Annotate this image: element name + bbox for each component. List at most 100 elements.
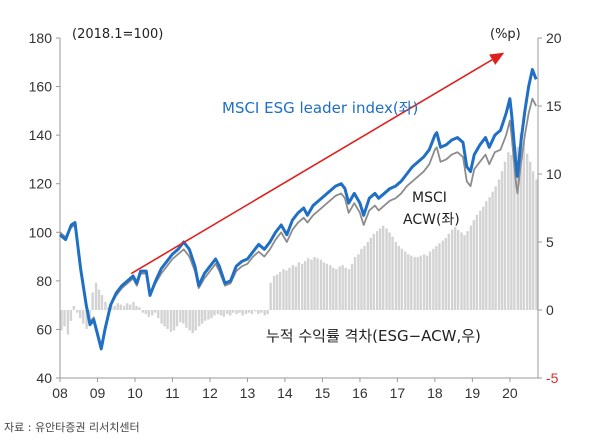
gap-bar-117 [425,255,429,310]
gap-bar-43 [194,310,197,331]
acwi-series-label-line2: ACW(좌) [403,212,460,228]
left-unit-label: (2018.1=100) [72,27,163,42]
gap-bar-105 [388,232,391,310]
gap-bar-143 [507,152,510,310]
gap-bar-59 [244,310,248,315]
gap-bar-4 [72,305,76,310]
gap-bar-55 [232,310,235,313]
y-left-axis: 180 160 140 120 100 80 60 40 [29,30,60,386]
gap-bar-141 [500,171,504,310]
gap-bar-98 [366,242,369,310]
x-tick-label-12: 12 [202,385,218,401]
gap-series-label: 누적 수익률 격차(ESG−ACW,우) [266,327,481,345]
y-right-tick-label--5: -5 [546,370,559,386]
gap-bar-47 [207,310,210,320]
gap-bar-74 [291,265,295,310]
gap-bar-1 [63,310,66,327]
gap-bar-138 [491,191,494,310]
gap-bar-35 [169,310,173,332]
x-axis-ticks: 08 09 10 11 12 13 14 15 16 17 18 19 20 [52,378,518,401]
gap-bar-81 [313,256,316,310]
x-tick-label-19: 19 [465,385,481,401]
gap-bar-108 [397,246,401,310]
gap-bar-73 [288,267,291,310]
gap-bar-129 [463,235,466,310]
gap-bar-126 [453,227,457,310]
gap-bar-136 [485,201,488,310]
y-left-tick-label-160: 160 [29,79,53,95]
gap-bar-12 [97,289,101,310]
y-right-tick-label-10: 10 [546,166,562,182]
gap-bar-78 [303,261,307,310]
gap-bar-79 [306,258,310,310]
y-left-tick-label-60: 60 [36,321,52,337]
gap-bar-125 [450,229,454,310]
esg-vs-acwi-chart: 08 09 10 11 12 13 14 15 16 17 18 19 20 1801601401201… [29,27,562,401]
gap-bar-75 [294,266,298,310]
x-tick-label-09: 09 [90,385,106,401]
gap-bar-103 [381,225,385,310]
gap-bar-57 [238,310,241,313]
y-right-tick-label-20: 20 [546,30,562,46]
gap-bar-120 [435,246,438,310]
gap-bar-134 [479,210,482,310]
gap-bar-148 [522,142,525,310]
gap-bar-101 [375,231,379,310]
gap-bar-152 [535,179,538,310]
y-left-tick-label-40: 40 [36,370,52,386]
gap-bar-112 [410,255,413,310]
gap-bar-121 [438,243,441,310]
x-tick-label-13: 13 [240,385,256,401]
gap-bar-113 [413,256,416,310]
gap-bar-145 [513,163,516,310]
gap-bar-41 [188,310,191,331]
right-unit-label: (%p) [490,27,521,42]
gap-bar-37 [175,310,179,327]
gap-bar-96 [360,248,363,310]
acwi-series [59,97,537,348]
x-tick-label-14: 14 [277,385,293,401]
gap-bar-50 [216,310,220,315]
gap-bar-92 [347,269,351,310]
gap-bar-44 [197,310,201,327]
gap-bar-107 [394,242,398,310]
gap-bar-67 [269,282,272,310]
gap-bar-135 [482,206,485,310]
gap-bar-150 [528,161,532,310]
y-left-tick-label-100: 100 [29,224,53,240]
gap-bar-137 [488,197,491,310]
y-left-tick-label-140: 140 [29,127,53,143]
gap-bar-146 [516,146,519,310]
gap-bar-60 [247,310,251,313]
gap-bar-64 [260,310,263,313]
gap-bars [60,133,538,335]
gap-bar-90 [341,265,344,310]
x-tick-label-20: 20 [502,385,518,401]
gap-bar-14 [104,301,107,310]
gap-bar-22 [128,304,132,310]
gap-bar-31 [157,310,160,319]
gap-bar-122 [441,240,444,310]
gap-bar-119 [432,248,435,310]
gap-bar-131 [469,225,473,310]
gap-bar-139 [494,186,497,310]
trend-arrow-head [489,52,505,65]
gap-bar-140 [497,179,501,310]
gap-bar-110 [404,251,407,310]
gap-bar-68 [272,276,276,310]
gap-bar-29 [151,310,154,316]
gap-bar-21 [125,303,129,310]
gap-bar-76 [297,262,301,310]
gap-bar-94 [353,256,357,310]
y-right-tick-label-0: 0 [546,302,554,318]
gap-bar-85 [325,263,329,310]
gap-bar-147 [519,133,522,310]
x-tick-label-15: 15 [315,385,331,401]
gap-bar-34 [166,310,169,330]
gap-bar-114 [416,256,419,310]
gap-bar-2 [66,310,70,335]
gap-bar-38 [179,310,182,323]
y-right-axis: 20 15 10 5 0 -5 [538,30,562,386]
gap-bar-77 [300,263,304,310]
gap-bar-71 [282,269,285,310]
